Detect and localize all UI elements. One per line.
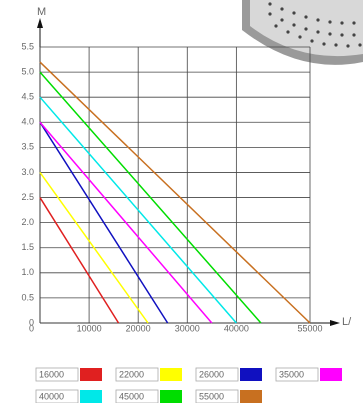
legend-box [35,367,79,382]
y-axis-label: M [37,6,46,18]
legend-swatch [80,390,102,403]
legend-swatch [160,390,182,403]
legend-label: 26000 [199,369,224,379]
series-line [39,197,120,324]
legend-box [195,389,239,403]
x-arrow [330,320,340,326]
legend-label: 55000 [199,391,224,401]
legend-swatch [80,368,102,381]
x-tick-label: 30000 [175,323,200,333]
x-tick-label: 40000 [224,323,249,333]
y-tick-label: 4.0 [21,117,34,127]
legend-box [115,389,159,403]
legend-swatch [240,368,262,381]
x-axis-label: L/ [342,316,352,328]
series-line [39,96,237,324]
legend-label: 22000 [119,369,144,379]
x-tick-label: 55000 [297,323,322,333]
series-line [39,172,149,324]
y-tick-label: 3.5 [21,142,34,152]
y-tick-label: 3.0 [21,167,34,177]
x-tick-label: 10000 [77,323,102,333]
y-tick-label: 4.5 [21,92,34,102]
legend-swatch [160,368,182,381]
legend-swatch [320,368,342,381]
series-line [39,61,311,324]
x-tick-label: 20000 [126,323,151,333]
y-tick-label: 2.5 [21,192,34,202]
perforated-cylinder [242,0,363,65]
legend-box [275,367,319,382]
y-tick-label: 0 [29,317,34,327]
y-tick-label: 2.0 [21,217,34,227]
y-arrow [37,18,43,28]
legend-box [195,367,239,382]
y-tick-label: 5.0 [21,66,34,76]
legend-box [35,389,79,403]
legend-label: 40000 [39,391,64,401]
series-line [39,121,213,324]
legend-label: 16000 [39,369,64,379]
series-line [39,121,169,324]
legend-label: 45000 [119,391,144,401]
legend-swatch [240,390,262,403]
y-tick-label: 1.5 [21,242,34,252]
y-tick-label: 0.5 [21,292,34,302]
x-tick-label: 0 [29,323,34,333]
series-line [39,71,262,324]
legend-box [115,367,159,382]
y-tick-label: 1.0 [21,267,34,277]
legend-label: 35000 [279,369,304,379]
y-tick-label: 5.5 [21,41,34,51]
